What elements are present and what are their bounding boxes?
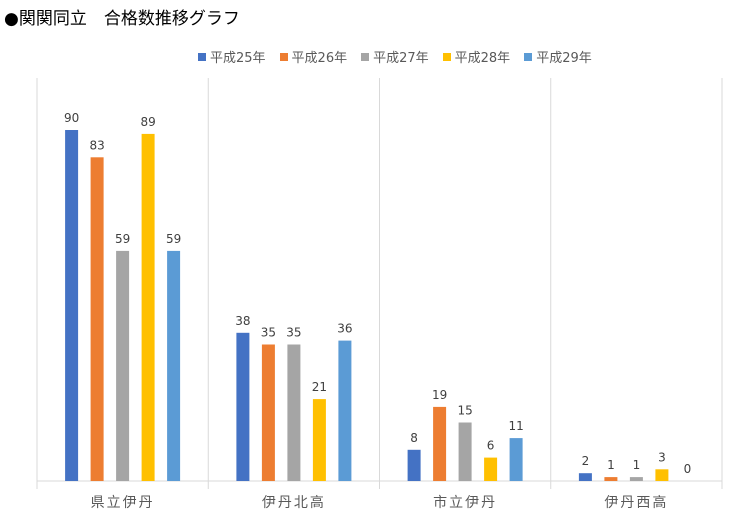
data-label: 0 bbox=[684, 462, 692, 476]
data-label: 35 bbox=[286, 326, 301, 340]
data-label: 6 bbox=[487, 439, 495, 453]
bar bbox=[287, 344, 301, 481]
legend-item: 平成27年 bbox=[361, 47, 429, 66]
bar bbox=[604, 477, 618, 481]
data-label: 3 bbox=[658, 450, 666, 464]
data-label: 19 bbox=[432, 388, 447, 402]
bar bbox=[433, 406, 447, 481]
legend-label: 平成26年 bbox=[291, 51, 348, 66]
legend-item: 平成26年 bbox=[279, 47, 348, 66]
data-label: 59 bbox=[166, 232, 181, 246]
data-label: 36 bbox=[337, 322, 352, 336]
legend-label: 平成27年 bbox=[373, 51, 429, 66]
category-tick-label: 市立伊丹 bbox=[433, 494, 497, 511]
bar bbox=[655, 469, 669, 481]
legend-swatch bbox=[361, 52, 370, 61]
legend-label: 平成29年 bbox=[536, 51, 592, 66]
bar bbox=[407, 449, 421, 481]
data-label: 11 bbox=[508, 419, 523, 433]
data-label: 1 bbox=[607, 458, 615, 472]
bar bbox=[458, 422, 472, 481]
data-label: 90 bbox=[64, 111, 79, 125]
data-label: 15 bbox=[457, 404, 472, 418]
bar bbox=[261, 344, 275, 481]
legend-label: 平成28年 bbox=[454, 51, 511, 66]
legend-label: 平成25年 bbox=[210, 51, 266, 66]
bar bbox=[338, 340, 352, 481]
data-label: 2 bbox=[582, 454, 590, 468]
chart-title: ●関関同立 合格数推移グラフ bbox=[4, 9, 240, 29]
legend-swatch bbox=[442, 52, 451, 61]
bar bbox=[312, 399, 326, 481]
bar bbox=[509, 438, 523, 481]
legend-item: 平成25年 bbox=[198, 47, 266, 66]
category-tick-label: 伊丹西高 bbox=[604, 494, 668, 511]
bar bbox=[167, 250, 181, 481]
data-label: 38 bbox=[235, 314, 250, 328]
data-label: 89 bbox=[140, 115, 155, 129]
data-label: 59 bbox=[115, 232, 130, 246]
legend-swatch bbox=[279, 52, 288, 61]
data-label: 83 bbox=[89, 138, 104, 152]
bar bbox=[116, 250, 130, 481]
bar bbox=[484, 457, 498, 481]
category-tick-label: 県立伊丹 bbox=[91, 495, 155, 511]
bar bbox=[141, 133, 155, 481]
bar bbox=[629, 477, 643, 481]
bar bbox=[236, 332, 250, 481]
legend: 平成25年 平成26年 平成27年 平成28年 平成29年 bbox=[198, 47, 592, 66]
data-label: 35 bbox=[261, 326, 276, 340]
legend-item: 平成28年 bbox=[442, 47, 511, 66]
data-label: 8 bbox=[410, 431, 418, 445]
data-label: 21 bbox=[312, 380, 327, 394]
bar bbox=[90, 157, 104, 482]
data-label: 1 bbox=[633, 458, 641, 472]
legend-swatch bbox=[524, 52, 533, 61]
legend-item: 平成29年 bbox=[524, 47, 592, 66]
bar bbox=[578, 473, 592, 481]
legend-swatch bbox=[198, 52, 206, 61]
category-tick-label: 伊丹北高 bbox=[262, 494, 326, 511]
bar bbox=[65, 130, 79, 481]
